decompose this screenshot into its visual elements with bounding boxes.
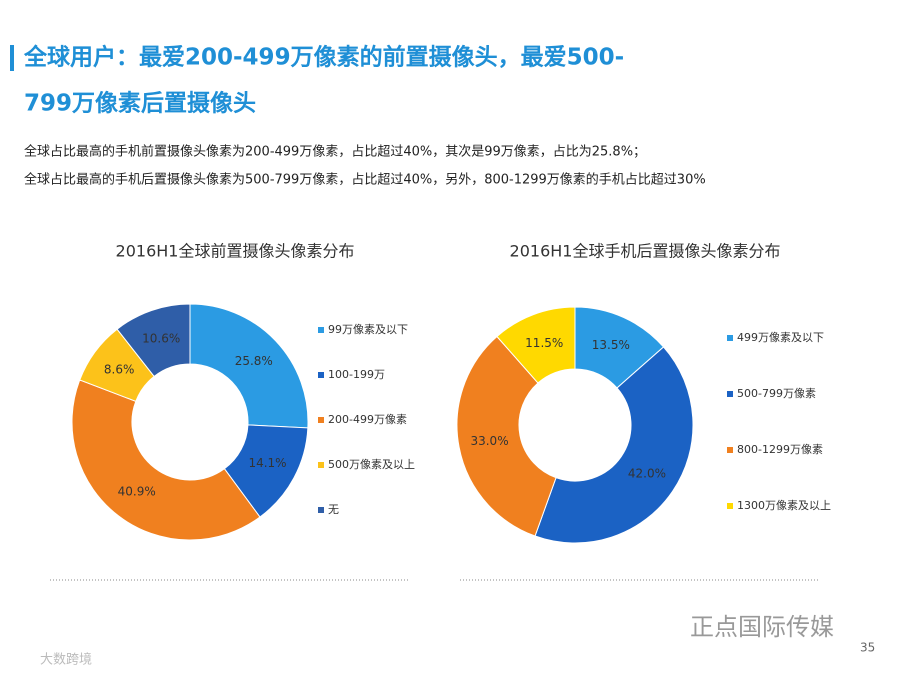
legend-swatch bbox=[727, 391, 733, 397]
accent-bar bbox=[10, 45, 14, 71]
legend-swatch bbox=[318, 462, 324, 468]
legend-label: 500-799万像素 bbox=[737, 387, 816, 400]
legend-label: 1300万像素及以上 bbox=[737, 499, 831, 512]
legend-swatch bbox=[318, 417, 324, 423]
legend-swatch bbox=[318, 507, 324, 513]
value-label: 13.5% bbox=[592, 338, 630, 352]
donut-segment bbox=[456, 335, 557, 537]
chart-title: 2016H1全球前置摄像头像素分布 bbox=[116, 242, 355, 261]
legend-label: 无 bbox=[328, 503, 339, 516]
value-label: 40.9% bbox=[118, 485, 156, 499]
description: 全球占比最高的手机后置摄像头像素为500-799万像素，占比超过40%，另外，8… bbox=[24, 172, 706, 188]
donut-segment bbox=[116, 303, 191, 378]
watermark: 大数跨境 bbox=[40, 653, 92, 668]
value-label: 42.0% bbox=[628, 466, 666, 480]
donut-segment bbox=[71, 379, 261, 541]
value-label: 14.1% bbox=[248, 456, 286, 470]
legend-label: 800-1299万像素 bbox=[737, 443, 823, 456]
chart-title: 2016H1全球手机后置摄像头像素分布 bbox=[510, 242, 781, 261]
slide-title: 全球用户：最爱200-499万像素的前置摄像头，最爱500- bbox=[23, 44, 624, 71]
description: 全球占比最高的手机前置摄像头像素为200-499万像素，占比超过40%，其次是9… bbox=[24, 144, 646, 160]
donut-segment bbox=[189, 303, 309, 429]
legend-label: 499万像素及以下 bbox=[737, 331, 824, 344]
value-label: 8.6% bbox=[104, 362, 135, 376]
value-label: 33.0% bbox=[470, 434, 508, 448]
value-label: 25.8% bbox=[235, 354, 273, 368]
legend-swatch bbox=[318, 327, 324, 333]
donut-segment bbox=[534, 346, 694, 544]
legend-swatch bbox=[318, 372, 324, 378]
legend-label: 500万像素及以上 bbox=[328, 458, 415, 471]
legend-swatch bbox=[727, 335, 733, 341]
legend-label: 200-499万像素 bbox=[328, 413, 407, 426]
legend-swatch bbox=[727, 503, 733, 509]
legend-swatch bbox=[727, 447, 733, 453]
legend-label: 99万像素及以下 bbox=[328, 323, 408, 336]
brand: 正点国际传媒 bbox=[690, 613, 834, 641]
donut-segment bbox=[496, 306, 576, 384]
value-label: 10.6% bbox=[142, 331, 180, 345]
legend-label: 100-199万 bbox=[328, 368, 385, 381]
slide-title: 799万像素后置摄像头 bbox=[24, 90, 256, 117]
page-number: 35 bbox=[860, 641, 875, 655]
value-label: 11.5% bbox=[525, 336, 563, 350]
